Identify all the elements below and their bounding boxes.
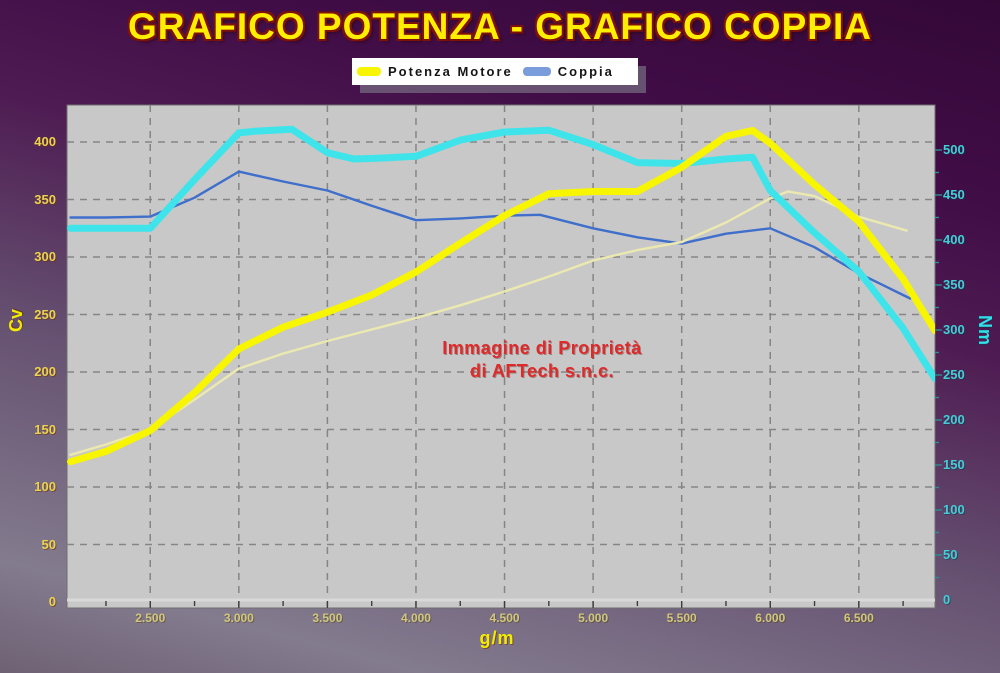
left-axis-tick-label: 50 (41, 536, 56, 552)
right-axis-tick-label: 150 (943, 457, 965, 472)
right-axis-tick-label: 50 (943, 547, 958, 562)
right-axis-tick-label: 350 (943, 277, 965, 292)
x-axis-tick-label: 5.000 (578, 611, 609, 625)
potenza-motore-legend-label: Potenza Motore (388, 64, 513, 79)
left-axis-tick-label: 100 (34, 479, 56, 494)
right-axis-tick-label: 100 (943, 502, 965, 517)
x-axis-tick-label: 4.500 (489, 611, 520, 625)
legend: Potenza Motore Coppia (352, 58, 638, 85)
left-axis-tick-label: 300 (34, 249, 56, 264)
left-axis-tick-label: 400 (34, 134, 56, 149)
right-axis-tick-label: 450 (943, 187, 965, 202)
x-axis-tick-label: 2.500 (135, 611, 166, 625)
x-axis-title: g/m (479, 628, 515, 648)
right-axis-tick-label: 200 (943, 412, 965, 427)
right-axis-tick-label: 250 (943, 367, 965, 382)
right-axis-tick-label: 400 (943, 232, 965, 247)
x-axis-tick-label: 4.000 (400, 611, 431, 625)
right-axis-tick-label: 500 (943, 142, 965, 157)
left-axis-tick-label: 150 (34, 421, 56, 437)
series-potenza-motore-line (67, 127, 935, 466)
series-coppia-originale-line (69, 170, 912, 300)
left-axis-tick-label: 0 (48, 594, 56, 609)
page-title: GRAFICO POTENZA - GRAFICO COPPIA (128, 6, 872, 47)
x-axis-tick-label: 3.500 (312, 611, 343, 625)
x-axis-tick-label: 5.500 (666, 611, 697, 625)
coppia-legend-label: Coppia (557, 64, 614, 79)
watermark-line-1: Immagine di Proprietà (442, 338, 642, 358)
x-axis-tick-label: 3.000 (223, 611, 254, 625)
series-potenza-originale-line (69, 190, 908, 456)
left-axis-tick-label: 250 (34, 306, 56, 322)
right-axis-tick-label: 0 (943, 592, 951, 607)
series-coppia-line (67, 125, 935, 383)
watermark-line-2: di AFTech s.n.c. (469, 361, 615, 381)
right-axis-tick-label: 300 (943, 322, 965, 337)
coppia-legend-swatch-icon (522, 67, 551, 76)
left-axis-tick-label: 200 (34, 364, 56, 379)
potenza-motore-legend-swatch-icon (357, 67, 381, 76)
x-axis-tick-label: 6.500 (843, 611, 874, 625)
x-axis-tick-label: 6.000 (755, 611, 786, 625)
left-axis-tick-label: 350 (34, 191, 56, 207)
